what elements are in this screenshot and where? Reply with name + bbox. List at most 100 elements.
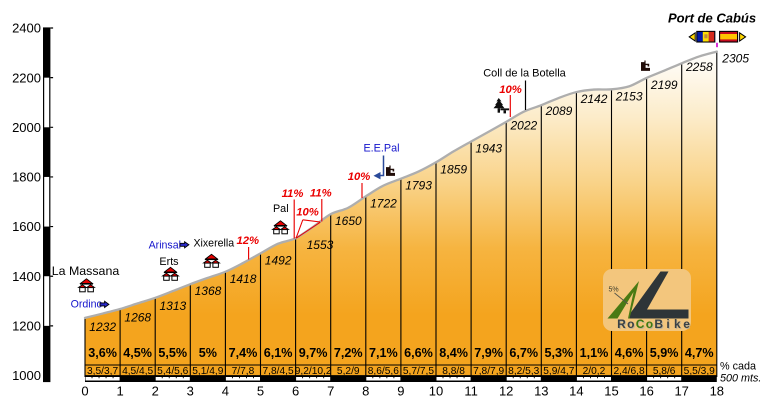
svg-text:4,6%: 4,6% <box>615 346 644 360</box>
svg-text:16: 16 <box>639 384 653 399</box>
svg-text:3,6%: 3,6% <box>88 346 117 360</box>
svg-text:5,5/3,9: 5,5/3,9 <box>684 366 715 377</box>
svg-text:7,8/7,9: 7,8/7,9 <box>473 366 504 377</box>
svg-text:1268: 1268 <box>124 310 151 324</box>
svg-text:13: 13 <box>534 384 548 399</box>
svg-text:o: o <box>627 317 634 331</box>
svg-text:1400: 1400 <box>12 269 41 284</box>
svg-text:8,6/5,6: 8,6/5,6 <box>368 366 399 377</box>
svg-text:2199: 2199 <box>650 78 678 92</box>
svg-text:1943: 1943 <box>475 141 502 155</box>
svg-text:Ordino: Ordino <box>71 298 103 310</box>
svg-text:5,4/5,6: 5,4/5,6 <box>157 366 188 377</box>
svg-text:18: 18 <box>710 384 724 399</box>
svg-text:5,2/9: 5,2/9 <box>337 366 360 377</box>
svg-text:7,4%: 7,4% <box>229 346 258 360</box>
svg-text:500 mts.: 500 mts. <box>720 373 761 385</box>
svg-text:R: R <box>617 317 626 331</box>
svg-text:1313: 1313 <box>160 299 187 313</box>
svg-text:5%: 5% <box>199 346 217 360</box>
svg-text:1793: 1793 <box>405 179 432 193</box>
svg-text:1553: 1553 <box>307 238 334 252</box>
svg-text:11: 11 <box>464 384 478 399</box>
svg-text:8,8/8: 8,8/8 <box>442 366 465 377</box>
svg-text:7,1%: 7,1% <box>369 346 398 360</box>
svg-text:6,6%: 6,6% <box>404 346 433 360</box>
svg-text:8: 8 <box>362 384 369 399</box>
svg-text:4,7%: 4,7% <box>685 346 714 360</box>
svg-text:7: 7 <box>327 384 334 399</box>
svg-text:o: o <box>646 317 653 331</box>
svg-text:C: C <box>636 317 645 331</box>
svg-text:3,5/3,7: 3,5/3,7 <box>87 366 118 377</box>
svg-text:11%: 11% <box>310 188 332 200</box>
svg-text:2/0,2: 2/0,2 <box>583 366 606 377</box>
svg-text:7,8/4,5: 7,8/4,5 <box>262 366 293 377</box>
svg-text:9,2/10,2: 9,2/10,2 <box>295 366 332 377</box>
svg-text:5: 5 <box>257 384 264 399</box>
svg-text:6: 6 <box>292 384 299 399</box>
svg-text:2400: 2400 <box>12 21 41 36</box>
svg-text:1800: 1800 <box>12 170 41 185</box>
svg-text:9,7%: 9,7% <box>299 346 328 360</box>
svg-text:4,5%: 4,5% <box>123 346 152 360</box>
svg-text:4,5/4,5: 4,5/4,5 <box>122 366 153 377</box>
svg-text:2153: 2153 <box>615 89 643 103</box>
svg-text:1722: 1722 <box>370 196 397 210</box>
svg-text:% cada: % cada <box>720 361 756 373</box>
svg-text:12%: 12% <box>236 235 259 247</box>
svg-text:1232: 1232 <box>89 320 116 334</box>
svg-text:0: 0 <box>81 384 88 399</box>
svg-text:1368: 1368 <box>195 284 222 298</box>
svg-text:C: C <box>637 318 646 332</box>
svg-text:i: i <box>666 317 669 331</box>
svg-text:k: k <box>675 318 682 332</box>
svg-text:1,1%: 1,1% <box>580 346 609 360</box>
svg-text:2200: 2200 <box>12 70 41 85</box>
svg-text:1600: 1600 <box>12 219 41 234</box>
svg-text:10%: 10% <box>296 207 319 219</box>
svg-text:1650: 1650 <box>335 214 362 228</box>
svg-text:2022: 2022 <box>510 118 538 132</box>
svg-text:17: 17 <box>674 384 688 399</box>
svg-text:R: R <box>618 318 627 332</box>
svg-text:Pal: Pal <box>273 203 289 215</box>
svg-text:o: o <box>628 318 635 332</box>
svg-text:5%: 5% <box>609 287 619 294</box>
svg-text:5,7/7,5: 5,7/7,5 <box>403 366 434 377</box>
svg-text:2258: 2258 <box>685 60 713 74</box>
svg-text:e: e <box>683 317 690 331</box>
svg-text:B: B <box>655 318 664 332</box>
svg-text:14: 14 <box>569 384 583 399</box>
svg-text:2305: 2305 <box>721 52 749 66</box>
svg-text:Arinsal: Arinsal <box>149 239 181 251</box>
svg-text:B: B <box>654 317 663 331</box>
svg-text:11%: 11% <box>282 188 304 200</box>
svg-text:7,2%: 7,2% <box>334 346 363 360</box>
svg-text:10%: 10% <box>348 171 371 183</box>
svg-text:Port de Cabús: Port de Cabús <box>668 11 756 26</box>
svg-text:4: 4 <box>222 384 229 399</box>
svg-text:5,1/4,9: 5,1/4,9 <box>192 366 223 377</box>
svg-text:2,4/6,8: 2,4/6,8 <box>613 366 644 377</box>
svg-text:5,9/4,7: 5,9/4,7 <box>543 366 574 377</box>
svg-text:9: 9 <box>397 384 404 399</box>
svg-text:3: 3 <box>187 384 194 399</box>
svg-text:1: 1 <box>116 384 123 399</box>
svg-text:6,7%: 6,7% <box>509 346 538 360</box>
svg-text:2142: 2142 <box>580 92 608 106</box>
svg-text:5,3%: 5,3% <box>544 346 573 360</box>
svg-text:1492: 1492 <box>265 253 292 267</box>
svg-text:12: 12 <box>499 384 513 399</box>
svg-text:10%: 10% <box>499 84 522 96</box>
svg-text:1859: 1859 <box>440 162 467 176</box>
svg-text:1000: 1000 <box>12 368 41 383</box>
svg-text:Xixerella: Xixerella <box>193 237 234 249</box>
svg-text:La Massana: La Massana <box>52 264 120 278</box>
svg-text:7,9%: 7,9% <box>474 346 503 360</box>
svg-text:5,5%: 5,5% <box>158 346 187 360</box>
svg-text:k: k <box>674 317 681 331</box>
svg-text:o: o <box>647 318 654 332</box>
svg-text:1200: 1200 <box>12 318 41 333</box>
svg-text:6,1%: 6,1% <box>264 346 293 360</box>
